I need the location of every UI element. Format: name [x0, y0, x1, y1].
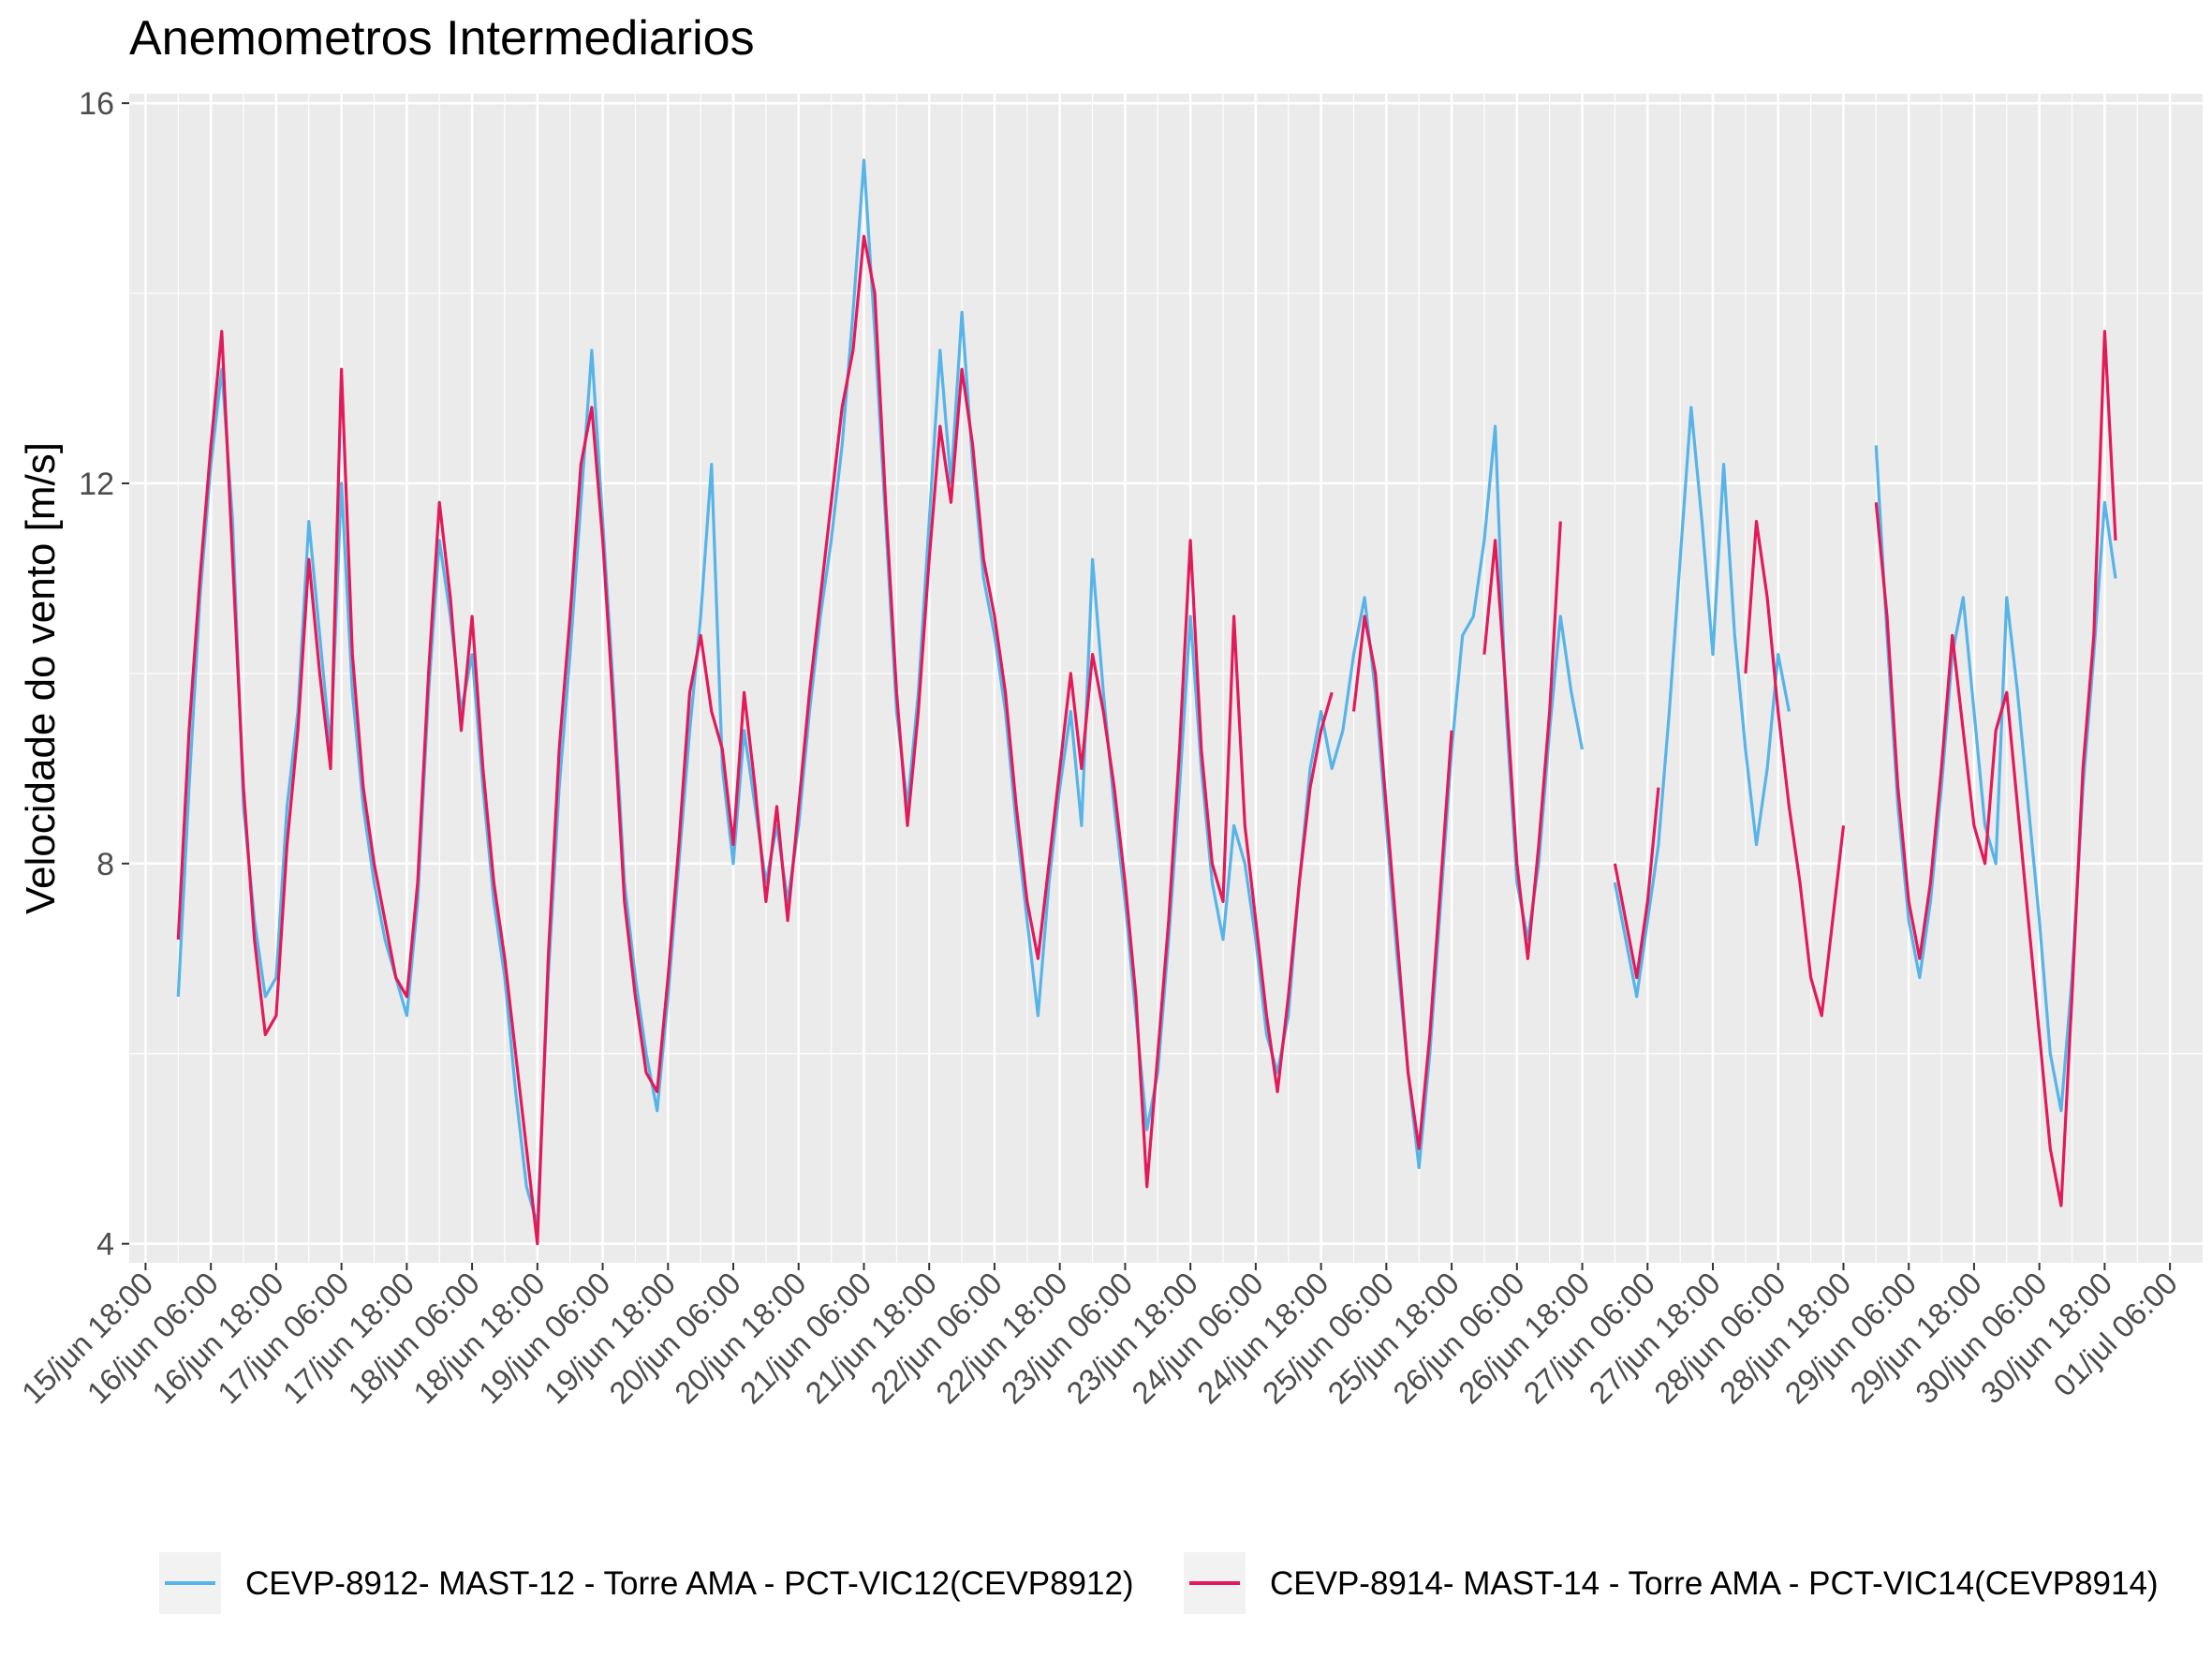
y-axis: 4 8 12 16 [79, 86, 129, 1263]
series-line-2 [176, 234, 2117, 1246]
y-tick-label: 4 [96, 1227, 114, 1263]
y-tick-label: 8 [96, 847, 114, 882]
legend-label-2: CEVP-8914- MAST-14 - Torre AMA - PCT-VIC… [1270, 1565, 2159, 1602]
series-lines [176, 158, 2117, 1246]
y-axis-label: Velocidade do vento [m/s] [18, 442, 64, 914]
y-tick-label: 12 [79, 467, 114, 502]
legend: CEVP-8912- MAST-12 - Torre AMA - PCT-VIC… [159, 1552, 2159, 1614]
grid-lines [129, 94, 2203, 1263]
y-tick-label: 16 [79, 86, 114, 122]
legend-label-1: CEVP-8912- MAST-12 - Torre AMA - PCT-VIC… [245, 1565, 1134, 1602]
chart-title: Anemometros Intermediarios [129, 11, 755, 66]
